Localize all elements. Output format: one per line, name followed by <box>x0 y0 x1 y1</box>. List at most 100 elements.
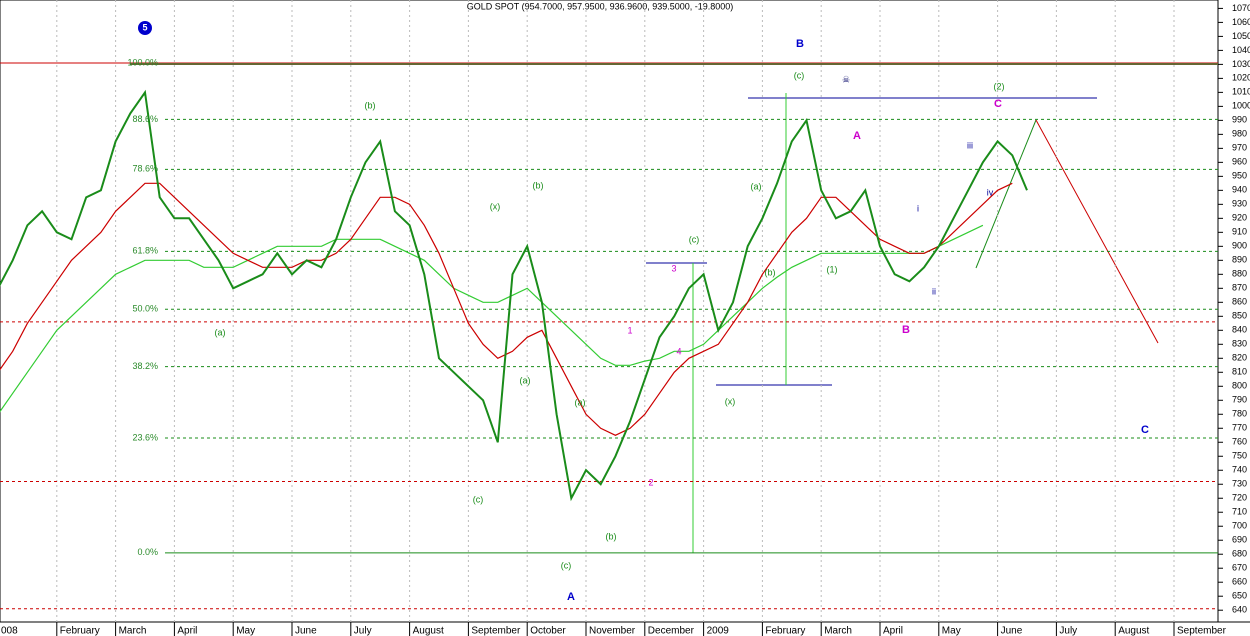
annotation: (1) <box>827 264 838 274</box>
y-tick-label: 1050 <box>1232 31 1250 41</box>
x-tick-label: November <box>589 626 636 636</box>
y-tick-label: 960 <box>1232 157 1247 167</box>
projection-line <box>1035 119 1159 344</box>
level-label: 38.2% <box>132 361 158 371</box>
x-tick-label: April <box>177 626 197 636</box>
y-tick-label: 890 <box>1232 255 1247 265</box>
x-tick-label: August <box>413 626 444 636</box>
x-tick-label: June <box>295 626 317 636</box>
y-tick-label: 760 <box>1232 437 1247 447</box>
y-tick-label: 790 <box>1232 395 1247 405</box>
x-tick-label: May <box>236 626 255 636</box>
y-tick-label: 860 <box>1232 297 1247 307</box>
y-tick-label: 1020 <box>1232 73 1250 83</box>
y-tick-label: 990 <box>1232 115 1247 125</box>
y-tick-label: 670 <box>1232 563 1247 573</box>
y-tick-label: 640 <box>1232 605 1247 615</box>
y-tick-label: 830 <box>1232 339 1247 349</box>
annotation: 4 <box>676 346 681 356</box>
y-tick-label: 880 <box>1232 269 1247 279</box>
annotation: ii <box>932 286 936 296</box>
y-tick-label: 710 <box>1232 507 1247 517</box>
annotation: (2) <box>994 81 1005 91</box>
y-tick-label: 1010 <box>1232 87 1250 97</box>
x-tick-label: March <box>119 626 147 636</box>
chart-title: GOLD SPOT (954.7000, 957.9500, 936.9600,… <box>467 1 734 11</box>
y-tick-label: 690 <box>1232 535 1247 545</box>
y-tick-label: 850 <box>1232 311 1247 321</box>
annotation: (a) <box>520 375 531 385</box>
wave-marker <box>138 21 152 35</box>
y-tick-label: 660 <box>1232 577 1247 587</box>
y-tick-label: 950 <box>1232 171 1247 181</box>
y-tick-label: 970 <box>1232 143 1247 153</box>
annotation: (b) <box>533 180 544 190</box>
y-tick-label: 1040 <box>1232 45 1250 55</box>
y-tick-label: 810 <box>1232 367 1247 377</box>
y-tick-label: 1000 <box>1232 101 1250 111</box>
level-label: 88.6% <box>132 114 158 124</box>
y-tick-label: 800 <box>1232 381 1247 391</box>
level-label: 61.8% <box>132 246 158 256</box>
x-tick-label: October <box>530 626 566 636</box>
x-tick-label: September <box>1177 626 1227 636</box>
x-tick-label: July <box>354 626 372 636</box>
y-tick-label: 700 <box>1232 521 1247 531</box>
annotation: A <box>567 591 575 603</box>
annotation: (b) <box>365 100 376 110</box>
annotation: (b) <box>606 531 617 541</box>
x-tick-label: 2009 <box>707 626 730 636</box>
x-tick-label: March <box>824 626 852 636</box>
x-tick-label: September <box>471 626 521 636</box>
y-tick-label: 730 <box>1232 479 1247 489</box>
annotation: iii <box>967 140 973 150</box>
annotation: (x) <box>490 201 501 211</box>
y-tick-label: 920 <box>1232 213 1247 223</box>
y-tick-label: 720 <box>1232 493 1247 503</box>
y-tick-label: 840 <box>1232 325 1247 335</box>
y-tick-label: 740 <box>1232 465 1247 475</box>
annotation: (x) <box>725 396 736 406</box>
annotation: 1 <box>627 325 632 335</box>
y-tick-label: 750 <box>1232 451 1247 461</box>
annotation: B <box>796 38 804 50</box>
y-tick-label: 910 <box>1232 227 1247 237</box>
level-label: 50.0% <box>132 304 158 314</box>
y-tick-label: 1060 <box>1232 17 1250 27</box>
annotation: A <box>853 130 861 142</box>
annotation: (b) <box>765 267 776 277</box>
x-tick-label: 008 <box>1 626 18 636</box>
y-tick-label: 930 <box>1232 199 1247 209</box>
level-label: 23.6% <box>132 432 158 442</box>
x-tick-label: May <box>942 626 961 636</box>
y-tick-label: 870 <box>1232 283 1247 293</box>
annotation: (a) <box>751 181 762 191</box>
y-tick-label: 770 <box>1232 423 1247 433</box>
annotation: (a) <box>215 327 226 337</box>
drawn-lines <box>646 93 1159 553</box>
series-line <box>0 224 984 413</box>
x-tick-label: February <box>60 626 100 636</box>
plot-frame <box>0 0 1219 623</box>
annotation: (a) <box>575 397 586 407</box>
y-tick-label: 940 <box>1232 185 1247 195</box>
annotation: (c) <box>561 560 572 570</box>
y-tick-label: 980 <box>1232 129 1247 139</box>
x-tick-label: April <box>883 626 903 636</box>
y-tick-label: 680 <box>1232 549 1247 559</box>
annotation: (c) <box>473 494 484 504</box>
level-label: 100.0% <box>127 57 158 67</box>
x-tick-label: July <box>1059 626 1077 636</box>
annotation: (c) <box>794 70 805 80</box>
annotation: ☠ <box>842 74 850 84</box>
annotation: B <box>902 324 910 336</box>
y-tick-label: 780 <box>1232 409 1247 419</box>
annotation: 3 <box>671 263 676 273</box>
y-tick-label: 650 <box>1232 591 1247 601</box>
y-tick-label: 1070 <box>1232 3 1250 13</box>
series-line <box>0 89 1028 502</box>
annotation: iv <box>987 187 994 197</box>
x-tick-label: August <box>1118 626 1149 636</box>
level-label: 78.6% <box>132 164 158 174</box>
annotation: (c) <box>689 234 700 244</box>
